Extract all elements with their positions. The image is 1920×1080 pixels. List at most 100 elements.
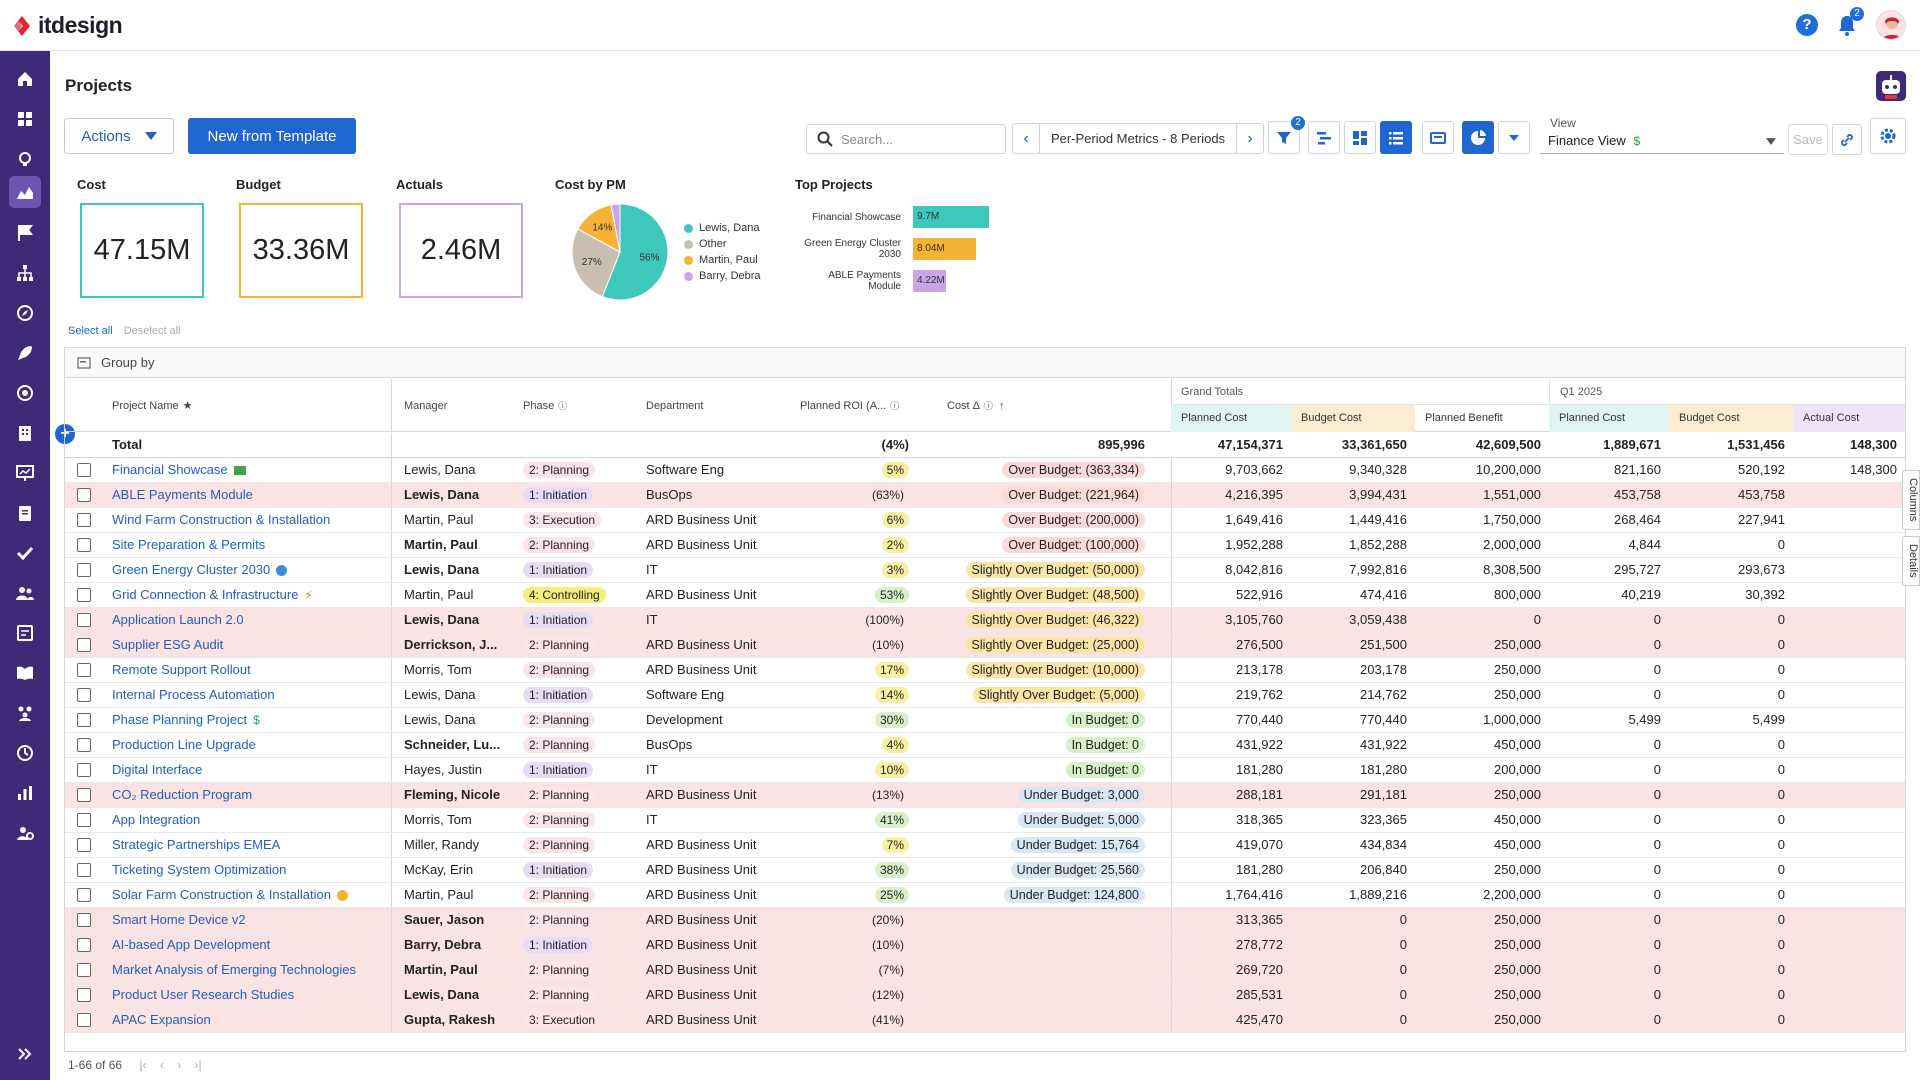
search-box[interactable]: Search... [806,124,1006,154]
table-row[interactable]: Strategic Partnerships EMEA Miller, Randy… [65,833,1905,858]
add-row-button[interactable]: + [55,424,75,444]
project-name-link[interactable]: Green Energy Cluster 2030 [112,558,372,582]
project-name-link[interactable]: Ticketing System Optimization [112,862,287,877]
table-row[interactable]: Green Energy Cluster 2030 Lewis, Dana 1: I… [65,558,1905,583]
select-all-link[interactable]: Select all [68,325,113,337]
period-prev-icon[interactable]: ‹ [1023,129,1029,147]
project-name-link[interactable]: AI-based App Development [112,937,271,952]
header-budget-cost[interactable]: Budget Cost [1291,405,1415,432]
table-row[interactable]: Internal Process Automation Lewis, Dana 1:… [65,683,1905,708]
project-name-link[interactable]: Site Preparation & Permits [112,537,266,552]
sidebar-expand-icon[interactable] [9,1038,41,1070]
gantt-view-button[interactable] [1308,121,1340,154]
table-row[interactable]: Application Launch 2.0 Lewis, Dana 1: Init… [65,608,1905,633]
row-checkbox[interactable] [77,538,91,552]
charts-dropdown-button[interactable] [1498,121,1530,154]
table-row[interactable]: Product User Research Studies Lewis, Dana… [65,983,1905,1008]
project-name-link[interactable]: Wind Farm Construction & Installation [112,512,331,527]
sidebar-admin-icon[interactable] [9,817,41,849]
row-checkbox[interactable] [77,713,91,727]
project-name-link[interactable]: Remote Support Rollout [112,662,251,677]
project-name-link[interactable]: Smart Home Device v2 [112,912,246,927]
user-avatar[interactable] [1876,10,1906,40]
actions-button[interactable]: Actions [64,118,174,154]
project-name-link[interactable]: ABLE Payments Module [112,487,253,502]
sidebar-clock-icon[interactable] [9,737,41,769]
table-row[interactable]: App Integration Morris, Tom 2: Planning IT 4… [65,808,1905,833]
search-input[interactable]: Search... [841,131,894,147]
row-checkbox[interactable] [77,613,91,627]
row-checkbox[interactable] [77,963,91,977]
sidebar-chart-icon[interactable] [9,777,41,809]
table-row[interactable]: Ticketing System Optimization McKay, Erin… [65,858,1905,883]
project-name-link[interactable]: Application Launch 2.0 [112,612,244,627]
table-row[interactable]: Remote Support Rollout Morris, Tom 2: Plan… [65,658,1905,683]
period-label[interactable]: Per-Period Metrics - 8 Periods [1039,124,1237,153]
project-name-link[interactable]: APAC Expansion [112,1012,211,1027]
sidebar-home-icon[interactable] [9,63,41,95]
project-name-link[interactable]: Internal Process Automation [112,687,275,702]
project-name-link[interactable]: Financial Showcase [112,458,372,482]
header-phase[interactable]: Phase ⓘ [523,399,568,412]
header-planned-benefit[interactable]: Planned Benefit [1425,412,1503,424]
row-checkbox[interactable] [77,663,91,677]
new-from-template-button[interactable]: New from Template [188,118,356,154]
top-project-bar-row[interactable]: Green Energy Cluster 2030 8.04M [795,238,976,260]
row-checkbox[interactable] [77,813,91,827]
filter-button[interactable]: 2 [1268,116,1305,154]
sidebar-flag-icon[interactable] [9,217,41,249]
table-row[interactable]: Site Preparation & Permits Martin, Paul 2:… [65,533,1905,558]
project-name-link[interactable]: Supplier ESG Audit [112,637,224,652]
group-by-bar[interactable]: Group by [65,348,1905,378]
project-name-link[interactable]: App Integration [112,812,201,827]
project-name-link[interactable]: Grid Connection & Infrastructure ⚡ [112,587,313,602]
row-checkbox[interactable] [77,738,91,752]
row-checkbox[interactable] [77,513,91,527]
top-project-bar-row[interactable]: Financial Showcase 9.7M [795,206,989,228]
row-checkbox[interactable] [77,563,91,577]
table-row[interactable]: AI-based App Development Barry, Debra 1: I… [65,933,1905,958]
sidebar-clipboard-icon[interactable] [9,497,41,529]
sidebar-resources-icon[interactable] [9,697,41,729]
help-icon[interactable]: ? [1796,14,1818,36]
table-row[interactable]: Digital Interface Hayes, Justin 1: Initiat… [65,758,1905,783]
table-row[interactable]: ABLE Payments Module Lewis, Dana 1: Initia… [65,483,1905,508]
list-view-button[interactable] [1380,121,1412,154]
table-row[interactable]: Financial Showcase Lewis, Dana 2: Planning… [65,458,1905,483]
sidebar-ideas-icon[interactable] [9,143,41,175]
row-checkbox[interactable] [77,938,91,952]
sidebar-check-icon[interactable] [9,537,41,569]
view-select[interactable]: Finance View $ [1540,128,1784,154]
table-row[interactable]: CO₂ Reduction Program Fleming, Nicole 2: P… [65,783,1905,808]
compact-view-button[interactable] [1422,121,1454,154]
row-checkbox[interactable] [77,913,91,927]
table-row[interactable]: Production Line Upgrade Schneider, Lu... 2… [65,733,1905,758]
deselect-all-link[interactable]: Deselect all [123,325,181,337]
table-row[interactable]: Grid Connection & Infrastructure ⚡ Martin,… [65,583,1905,608]
header-planned-roi[interactable]: Planned ROI (A... ⓘ [800,399,900,412]
sidebar-dashboard-icon[interactable] [9,103,41,135]
pager-last-icon[interactable]: ›| [194,1058,202,1072]
table-row[interactable]: Market Analysis of Emerging Technologies… [65,958,1905,983]
row-checkbox[interactable] [77,888,91,902]
logo[interactable]: itdesign [12,12,123,39]
period-next-icon[interactable]: › [1247,129,1253,147]
header-project-name[interactable]: Project Name ★ [112,399,193,413]
header-planned-cost[interactable]: Planned Cost [1171,405,1291,432]
row-checkbox[interactable] [77,1013,91,1027]
pager-next-icon[interactable]: › [177,1058,182,1072]
project-name-link[interactable]: CO₂ Reduction Program [112,787,253,802]
sidebar-projects-icon[interactable] [9,176,41,208]
charts-toggle-button[interactable] [1462,121,1494,154]
sidebar-presentation-icon[interactable] [9,457,41,489]
row-checkbox[interactable] [77,763,91,777]
project-name-link[interactable]: Market Analysis of Emerging Technologies [112,962,356,977]
header-department[interactable]: Department [646,399,704,412]
sidebar-book-icon[interactable] [9,657,41,689]
sidebar-report-icon[interactable] [9,617,41,649]
sidebar-rocket-icon[interactable] [9,337,41,369]
header-actual-cost[interactable]: Actual Cost [1793,405,1905,432]
project-name-link[interactable]: Production Line Upgrade [112,737,256,752]
details-side-tab[interactable]: Details [1902,536,1920,586]
